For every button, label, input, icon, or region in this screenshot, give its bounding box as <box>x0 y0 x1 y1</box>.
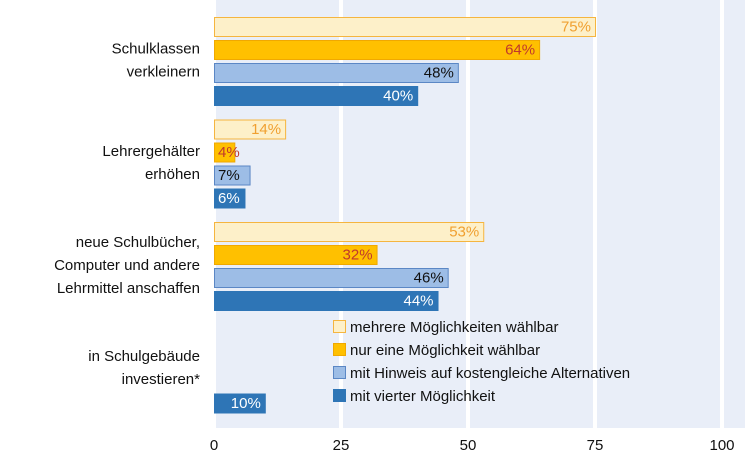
bar <box>214 393 266 414</box>
category-label: investieren* <box>122 371 201 388</box>
data-label: 32% <box>343 246 373 263</box>
data-label: 64% <box>505 41 535 58</box>
x-tick-label: 100 <box>709 437 734 454</box>
category-label: neue Schulbücher, <box>76 234 200 251</box>
category-label: erhöhen <box>145 166 200 183</box>
bar <box>214 188 246 209</box>
legend-label: mit Hinweis auf kostengleiche Alternativ… <box>350 365 630 382</box>
legend-label: mit vierter Möglichkeit <box>350 388 496 405</box>
bar <box>214 268 449 288</box>
x-tick-label: 25 <box>333 437 350 454</box>
data-label: 10% <box>231 395 261 412</box>
data-label: 4% <box>218 144 240 161</box>
bar <box>214 291 439 311</box>
data-label: 46% <box>414 269 444 286</box>
legend-swatch <box>333 366 346 379</box>
bar <box>214 165 251 186</box>
category-label: in Schulgebäude <box>88 348 200 365</box>
bar <box>214 245 378 265</box>
bar <box>214 119 287 140</box>
data-label: 75% <box>561 18 591 35</box>
x-tick-label: 50 <box>460 437 477 454</box>
data-label: 53% <box>449 223 479 240</box>
category-label: Schulklassen <box>112 40 200 57</box>
data-label: 7% <box>218 167 240 184</box>
bar <box>214 86 419 106</box>
data-label: 48% <box>424 64 454 81</box>
category-label: Computer und andere <box>54 257 200 274</box>
bar <box>214 63 459 83</box>
data-label: 40% <box>383 87 413 104</box>
data-label: 44% <box>403 292 433 309</box>
legend-label: nur eine Möglichkeit wählbar <box>350 342 540 359</box>
x-tick-label: 75 <box>587 437 604 454</box>
legend-swatch <box>333 343 346 356</box>
bar <box>214 142 236 163</box>
bar <box>214 40 541 60</box>
category-label: verkleinern <box>127 63 200 80</box>
bar <box>214 17 596 37</box>
legend-label: mehrere Möglichkeiten wählbar <box>350 319 558 336</box>
category-label: Lehrmittel anschaffen <box>57 280 200 297</box>
x-tick-label: 0 <box>210 437 218 454</box>
bar <box>214 222 485 242</box>
data-label: 14% <box>251 121 281 138</box>
category-label: Lehrergehälter <box>102 143 200 160</box>
legend-swatch <box>333 389 346 402</box>
legend-swatch <box>333 320 346 333</box>
data-label: 6% <box>218 190 240 207</box>
